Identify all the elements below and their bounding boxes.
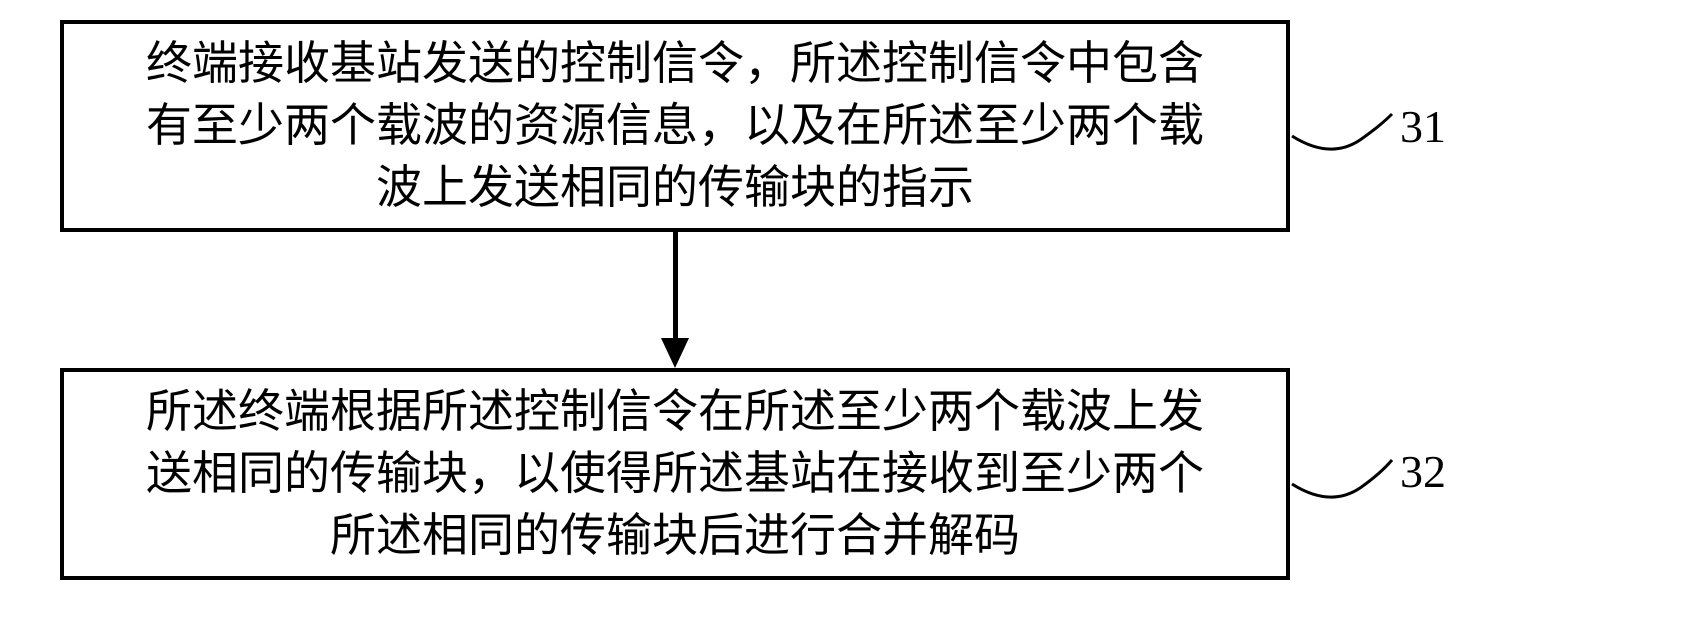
flowchart-canvas: 终端接收基站发送的控制信令，所述控制信令中包含 有至少两个载波的资源信息，以及在…: [0, 0, 1701, 617]
label-connector-32: [0, 0, 1701, 617]
